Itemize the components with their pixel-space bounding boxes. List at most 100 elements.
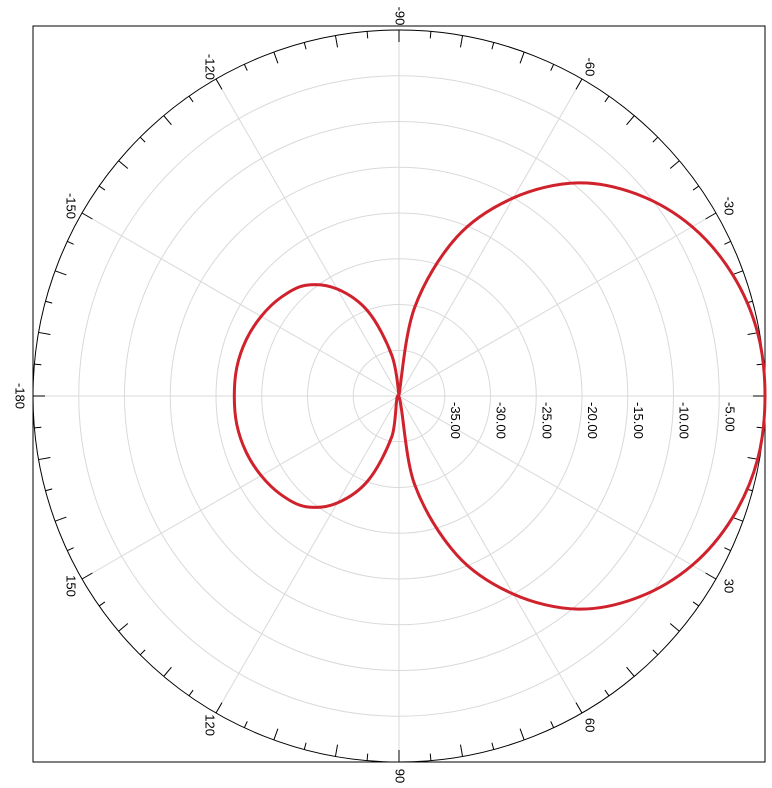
tick-mark bbox=[366, 753, 369, 761]
tick-mark bbox=[98, 601, 106, 607]
series-point bbox=[304, 284, 308, 287]
series-point bbox=[455, 235, 459, 239]
tick-mark bbox=[459, 744, 464, 757]
tick-mark bbox=[705, 212, 717, 220]
series-point bbox=[259, 474, 263, 477]
series-point bbox=[731, 273, 734, 276]
tick-mark bbox=[139, 649, 146, 656]
tick-mark bbox=[550, 721, 555, 728]
tick-mark bbox=[163, 666, 172, 677]
tick-mark bbox=[429, 753, 432, 761]
tick-mark bbox=[519, 728, 525, 741]
tick-mark bbox=[215, 78, 223, 90]
series-point bbox=[637, 193, 640, 197]
angle-label: -150 bbox=[63, 193, 78, 219]
series-point bbox=[690, 225, 694, 228]
series-point bbox=[637, 595, 640, 599]
tick-mark bbox=[243, 721, 248, 728]
ring-label: -15.00 bbox=[631, 402, 646, 439]
tick-mark bbox=[67, 240, 74, 245]
series-line-0 bbox=[232, 181, 767, 611]
grid-spoke-300 bbox=[398, 78, 583, 397]
tick-mark bbox=[334, 744, 339, 757]
angle-label: 90 bbox=[393, 769, 408, 783]
tick-mark bbox=[45, 300, 53, 304]
angle-label: 150 bbox=[63, 575, 78, 597]
grid-spoke-210 bbox=[81, 212, 400, 397]
tick-mark bbox=[243, 64, 248, 71]
tick-mark bbox=[303, 742, 307, 750]
grid-spoke-120 bbox=[215, 395, 400, 714]
series-point bbox=[512, 592, 515, 596]
ring-label: -20.00 bbox=[585, 402, 600, 439]
tick-mark bbox=[273, 728, 279, 741]
tick-mark bbox=[626, 666, 635, 677]
series-point bbox=[367, 310, 370, 313]
tick-mark bbox=[45, 488, 53, 492]
tick-mark bbox=[34, 426, 42, 429]
series-point bbox=[336, 501, 339, 505]
tick-mark bbox=[604, 689, 610, 697]
tick-mark bbox=[604, 95, 610, 103]
ring-labels: -35.00 -30.00 -25.00 -20.00 -15.00 -10.00 -5.0… bbox=[448, 402, 738, 439]
tick-mark bbox=[550, 64, 555, 71]
ring-label: -10.00 bbox=[677, 402, 692, 439]
tick-mark bbox=[724, 240, 731, 245]
tick-mark bbox=[491, 742, 495, 750]
tick-mark bbox=[575, 702, 583, 714]
tick-mark bbox=[429, 31, 432, 39]
angle-label: 120 bbox=[203, 714, 218, 736]
tick-mark bbox=[54, 516, 67, 522]
grid-spoke-240 bbox=[215, 78, 400, 397]
grid-spoke-330 bbox=[398, 212, 717, 397]
tick-mark bbox=[303, 42, 307, 50]
tick-mark bbox=[188, 95, 194, 103]
tick-mark bbox=[626, 115, 635, 126]
tick-mark bbox=[54, 270, 67, 276]
ring-label: -35.00 bbox=[448, 402, 463, 439]
series-point bbox=[413, 483, 416, 486]
tick-mark bbox=[34, 363, 42, 366]
angle-label: 60 bbox=[583, 718, 598, 732]
series-point bbox=[390, 435, 394, 438]
series-point bbox=[690, 564, 694, 567]
tick-mark bbox=[519, 51, 525, 64]
series-point bbox=[576, 181, 579, 185]
tick-mark bbox=[652, 136, 659, 143]
ring-label: -5.00 bbox=[722, 402, 737, 432]
series-point bbox=[233, 394, 236, 398]
series-point bbox=[280, 493, 283, 497]
series-point bbox=[280, 295, 283, 299]
series-point bbox=[763, 394, 767, 398]
series-point bbox=[397, 395, 401, 399]
series-point bbox=[235, 423, 239, 426]
tick-mark bbox=[81, 572, 93, 580]
series-point bbox=[512, 196, 515, 200]
tick-mark bbox=[139, 136, 146, 143]
tick-mark bbox=[38, 456, 51, 461]
series-layer bbox=[232, 181, 767, 611]
tick-mark bbox=[273, 51, 279, 64]
angle-label: -120 bbox=[203, 54, 218, 80]
tick-mark bbox=[215, 702, 223, 714]
tick-mark bbox=[669, 160, 680, 169]
series-point bbox=[367, 479, 370, 482]
tick-mark bbox=[692, 185, 700, 191]
tick-mark bbox=[188, 689, 194, 697]
tick-mark bbox=[669, 623, 680, 632]
angle-label: -90 bbox=[393, 7, 408, 26]
tick-mark bbox=[38, 331, 51, 336]
series-point bbox=[304, 505, 308, 508]
series-point bbox=[244, 339, 248, 342]
tick-mark bbox=[81, 212, 93, 220]
tick-mark bbox=[118, 623, 129, 632]
series-point bbox=[390, 354, 394, 357]
series-point bbox=[756, 331, 759, 334]
ring-label: -25.00 bbox=[539, 402, 554, 439]
tick-mark bbox=[334, 35, 339, 48]
series-point bbox=[756, 458, 759, 461]
tick-mark bbox=[98, 185, 106, 191]
series-point bbox=[336, 287, 339, 291]
series-point bbox=[259, 315, 263, 318]
